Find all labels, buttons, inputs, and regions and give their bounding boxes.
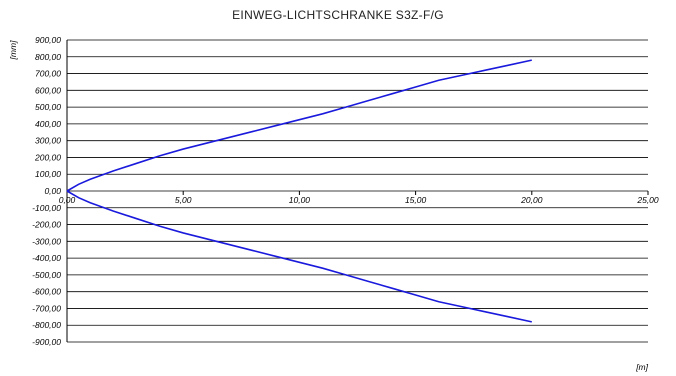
x-axis-label: [m] bbox=[635, 362, 648, 372]
series-upper-line bbox=[66, 59, 532, 192]
y-tick-label: -100,00 bbox=[32, 203, 61, 213]
y-tick-label: 0,00 bbox=[44, 186, 61, 196]
x-tick-label: 15,00 bbox=[405, 195, 427, 205]
y-tick-label: 600,00 bbox=[35, 85, 61, 95]
y-tick-label: 100,00 bbox=[35, 169, 61, 179]
y-tick-label: -600,00 bbox=[32, 287, 61, 297]
y-tick-label: 200,00 bbox=[34, 152, 61, 162]
y-tick-label: -300,00 bbox=[32, 236, 61, 246]
x-tick-label: 25,00 bbox=[636, 195, 659, 205]
y-tick-label: 700,00 bbox=[35, 69, 61, 79]
chart-title: EINWEG-LICHTSCHRANKE S3Z-F/G bbox=[232, 8, 444, 22]
y-tick-label: 300,00 bbox=[35, 136, 61, 146]
y-tick-label: 900,00 bbox=[35, 35, 61, 45]
y-tick-label: 400,00 bbox=[35, 119, 61, 129]
series-lower-line bbox=[66, 190, 532, 323]
x-tick-label: 0,00 bbox=[59, 195, 76, 205]
y-tick-label: -900,00 bbox=[32, 337, 61, 347]
y-axis-label: [mm] bbox=[8, 40, 18, 61]
series-layer bbox=[66, 59, 532, 323]
x-tick-label: 10,00 bbox=[289, 195, 311, 205]
y-tick-label: -400,00 bbox=[32, 253, 61, 263]
y-tick-label: -700,00 bbox=[32, 303, 61, 313]
grid-layer bbox=[66, 39, 649, 343]
y-tick-label: 800,00 bbox=[35, 52, 61, 62]
tick-label-layer: 900,00 800,00 700,00 600,00 500,00 400,00 300,… bbox=[32, 35, 659, 347]
y-tick-label: 500,00 bbox=[35, 102, 61, 112]
y-tick-label: -200,00 bbox=[32, 220, 61, 230]
x-tick-label: 5,00 bbox=[175, 195, 192, 205]
x-tick-label: 20,00 bbox=[520, 195, 543, 205]
y-tick-label: -800,00 bbox=[32, 320, 61, 330]
y-tick-label: -500,00 bbox=[32, 270, 61, 280]
